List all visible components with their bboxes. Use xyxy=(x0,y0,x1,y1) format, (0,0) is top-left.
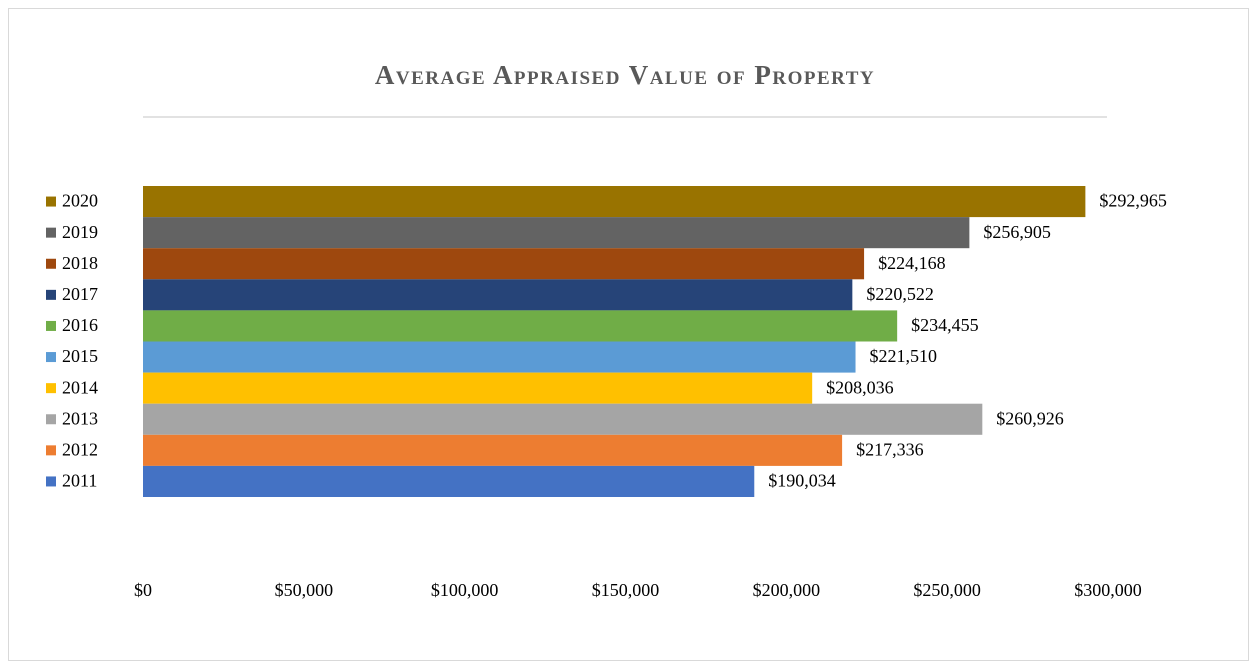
legend-swatch xyxy=(46,476,56,487)
legend-label: 2015 xyxy=(62,346,98,366)
legend-swatch xyxy=(46,352,56,363)
bar xyxy=(143,217,970,249)
legend-label: 2018 xyxy=(62,253,98,273)
legend-swatch xyxy=(46,320,56,331)
bar xyxy=(143,434,843,466)
legend-label: 2014 xyxy=(62,377,98,397)
x-tick-label: $0 xyxy=(134,580,152,600)
data-label: $217,336 xyxy=(856,439,924,459)
legend-label: 2013 xyxy=(62,408,98,428)
bar xyxy=(143,310,898,342)
data-label: $208,036 xyxy=(826,377,894,397)
bar xyxy=(143,279,853,311)
legend-swatch xyxy=(46,445,56,456)
data-label: $256,905 xyxy=(983,222,1050,242)
bar xyxy=(143,372,813,404)
legend-label: 2012 xyxy=(62,439,98,459)
legend-swatch xyxy=(46,383,56,394)
chart-title: Average Appraised Value of Property xyxy=(375,60,875,90)
legend-swatch xyxy=(46,289,56,300)
legend-label: 2011 xyxy=(62,471,97,491)
x-tick-label: $300,000 xyxy=(1074,580,1142,600)
data-label: $260,926 xyxy=(996,408,1064,428)
legend-label: 2020 xyxy=(62,191,98,211)
x-tick-label: $100,000 xyxy=(431,580,499,600)
x-tick-label: $250,000 xyxy=(913,580,981,600)
legend-label: 2019 xyxy=(62,222,98,242)
legend-swatch xyxy=(46,196,56,207)
legend-swatch xyxy=(46,414,56,425)
bar xyxy=(143,403,983,435)
bar xyxy=(143,186,1086,218)
x-tick-label: $150,000 xyxy=(592,580,660,600)
data-label: $221,510 xyxy=(870,346,938,366)
chart-frame xyxy=(8,8,1249,661)
x-tick-label: $50,000 xyxy=(275,580,334,600)
legend-label: 2016 xyxy=(62,315,98,335)
data-label: $190,034 xyxy=(768,471,836,491)
data-label: $292,965 xyxy=(1099,191,1167,211)
bar xyxy=(143,341,856,373)
legend-label: 2017 xyxy=(62,284,98,304)
data-label: $220,522 xyxy=(866,284,934,304)
bar xyxy=(143,465,755,497)
data-label: $224,168 xyxy=(878,253,946,273)
legend-swatch xyxy=(46,258,56,269)
legend-swatch xyxy=(46,227,56,238)
bar xyxy=(143,248,865,280)
data-label: $234,455 xyxy=(911,315,979,335)
x-tick-label: $200,000 xyxy=(753,580,821,600)
